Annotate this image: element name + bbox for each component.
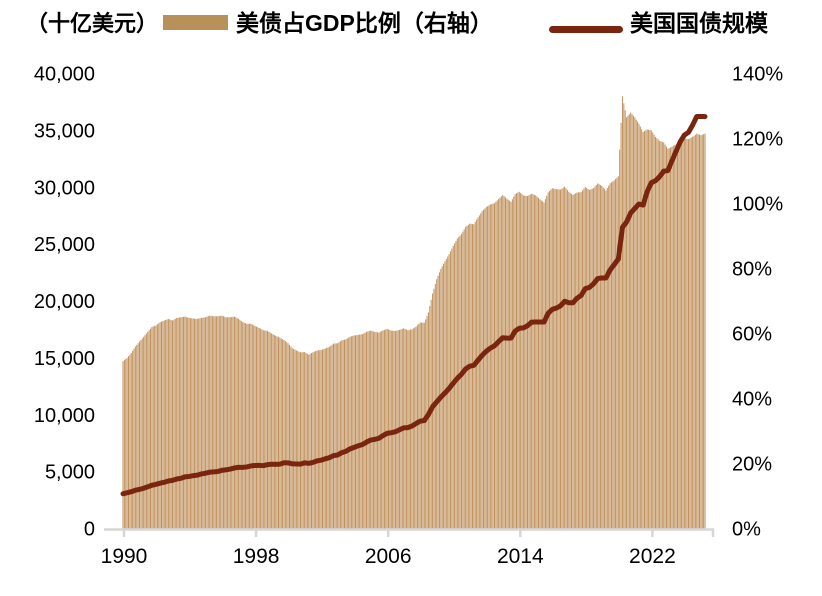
svg-text:2014: 2014 — [497, 545, 544, 568]
svg-text:0%: 0% — [732, 519, 761, 541]
x-axis-tick-labels: 1990 1998 2006 2014 2022 — [101, 545, 676, 568]
svg-text:60%: 60% — [732, 324, 772, 346]
svg-text:20%: 20% — [732, 454, 772, 476]
svg-text:5,000: 5,000 — [45, 462, 95, 484]
right-axis-tick-labels: 0% 20% 40% 60% 80% 100% 120% 140% — [732, 64, 783, 541]
x-axis — [104, 528, 715, 537]
gdp-ratio-bars — [122, 96, 706, 529]
svg-text:40,000: 40,000 — [34, 64, 95, 86]
svg-text:10,000: 10,000 — [34, 405, 95, 427]
svg-text:20,000: 20,000 — [34, 291, 95, 313]
legend-line-label: 美国国债规模 — [630, 10, 768, 36]
debt-line — [120, 114, 708, 497]
svg-text:1990: 1990 — [101, 545, 148, 568]
svg-text:100%: 100% — [732, 194, 783, 216]
svg-text:2006: 2006 — [365, 545, 412, 568]
legend-bar-label: 美债占GDP比例（右轴） — [236, 10, 493, 36]
svg-text:30,000: 30,000 — [34, 177, 95, 199]
svg-text:0: 0 — [84, 519, 95, 541]
svg-text:35,000: 35,000 — [34, 120, 95, 142]
legend-line-swatch — [549, 26, 623, 33]
legend-bar-swatch — [163, 15, 228, 30]
left-axis-unit-label: （十亿美元） — [26, 11, 159, 36]
svg-text:40%: 40% — [732, 389, 772, 411]
svg-text:2022: 2022 — [629, 545, 676, 568]
svg-text:140%: 140% — [732, 64, 783, 86]
svg-text:15,000: 15,000 — [34, 348, 95, 370]
svg-text:80%: 80% — [732, 259, 772, 281]
left-axis-tick-labels: 0 5,000 10,000 15,000 20,000 25,000 30,000 35,0… — [34, 64, 95, 541]
svg-text:1998: 1998 — [233, 545, 280, 568]
svg-text:120%: 120% — [732, 129, 783, 151]
svg-text:25,000: 25,000 — [34, 234, 95, 256]
